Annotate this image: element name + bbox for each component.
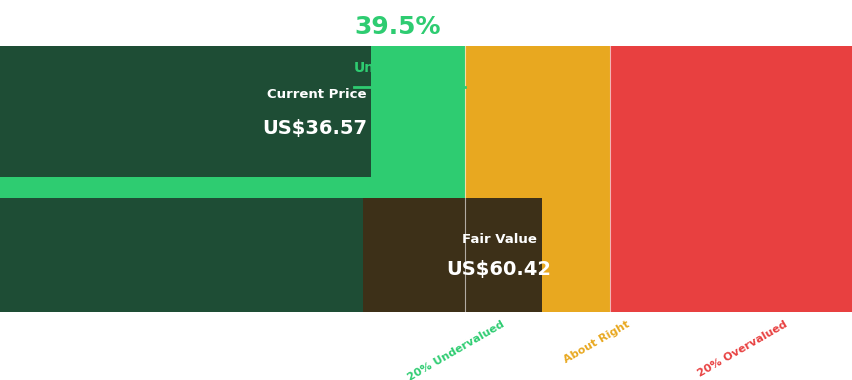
Text: About Right: About Right bbox=[561, 319, 631, 365]
Text: US$36.57: US$36.57 bbox=[262, 119, 366, 138]
Text: Current Price: Current Price bbox=[267, 88, 366, 101]
Bar bbox=[0, 46, 464, 312]
Text: Fair Value: Fair Value bbox=[461, 233, 536, 246]
Text: 20% Undervalued: 20% Undervalued bbox=[406, 319, 506, 380]
Text: 20% Overvalued: 20% Overvalued bbox=[694, 319, 788, 379]
Bar bbox=[362, 198, 541, 312]
Bar bbox=[0, 177, 464, 198]
Bar bbox=[609, 46, 852, 312]
Text: 39.5%: 39.5% bbox=[354, 15, 440, 39]
Text: Undervalued: Undervalued bbox=[354, 61, 453, 75]
Bar bbox=[0, 198, 464, 312]
Bar bbox=[464, 46, 609, 312]
Text: US$60.42: US$60.42 bbox=[446, 260, 551, 279]
Bar bbox=[0, 46, 371, 177]
